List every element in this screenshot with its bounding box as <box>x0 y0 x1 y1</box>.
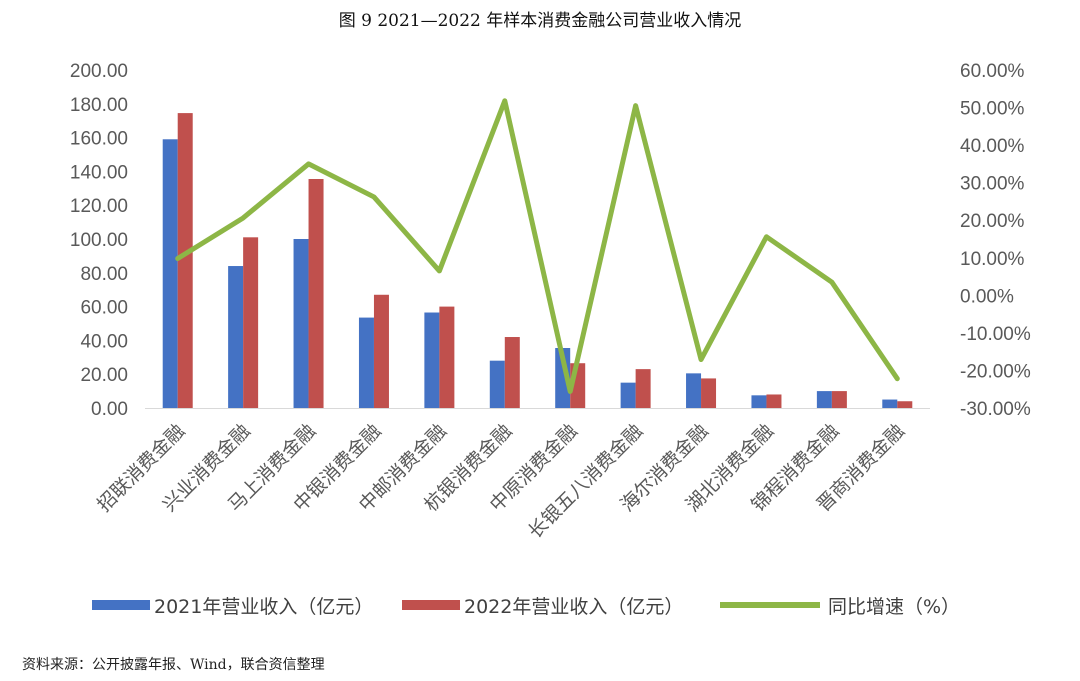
bar-2022 <box>439 306 455 408</box>
bar-2022 <box>177 113 193 408</box>
legend-swatch <box>92 600 150 610</box>
left-tick-label: 20.00 <box>80 365 128 386</box>
bar-2021 <box>620 382 636 408</box>
bar-2022 <box>766 394 782 408</box>
bar-2021 <box>162 139 178 409</box>
right-tick-label: 50.00% <box>960 99 1025 120</box>
left-tick-label: 40.00 <box>80 331 128 352</box>
figure-title: 图 9 2021—2022 年样本消费金融公司营业收入情况 <box>338 11 742 31</box>
right-tick-label: 10.00% <box>960 249 1025 270</box>
right-tick-label: -10.00% <box>960 324 1031 345</box>
bar-2021 <box>882 399 898 408</box>
bar-2022 <box>308 179 324 408</box>
growth-line-series <box>175 98 900 394</box>
bar-2021 <box>686 373 702 408</box>
bar-2021 <box>489 360 505 408</box>
right-tick-label: 30.00% <box>960 174 1025 195</box>
bar-2022 <box>897 401 913 408</box>
right-tick-label: -30.00% <box>960 399 1031 420</box>
bar-2021 <box>555 348 571 408</box>
bar-2021 <box>358 317 374 408</box>
right-tick-label: 0.00% <box>960 286 1014 307</box>
left-tick-label: 120.00 <box>70 196 128 217</box>
source-note: 资料来源：公开披露年报、Wind，联合资信整理 <box>22 657 325 673</box>
bar-2022 <box>831 391 847 408</box>
legend-swatch <box>402 600 460 610</box>
legend-label: 2021年营业收入（亿元） <box>154 596 373 618</box>
bar-2021 <box>293 239 309 408</box>
left-tick-label: 0.00 <box>91 399 128 420</box>
left-tick-label: 80.00 <box>80 264 128 285</box>
bar-2022 <box>504 337 520 408</box>
bar-2021 <box>228 266 244 408</box>
right-tick-label: -20.00% <box>960 361 1031 382</box>
bar-2022 <box>243 237 259 408</box>
x-axis: 招联消费金融兴业消费金融马上消费金融中银消费金融中邮消费金融杭银消费金融中原消费… <box>93 408 930 543</box>
left-axis: 0.00 20.00 40.00 60.00 80.00 100.00 120.00 140.… <box>70 61 128 420</box>
bar-series <box>162 113 913 409</box>
left-tick-label: 60.00 <box>80 298 128 319</box>
legend-label: 同比增速（%） <box>828 596 960 618</box>
left-tick-label: 140.00 <box>70 162 128 183</box>
bar-2021 <box>424 312 440 408</box>
right-tick-label: 60.00% <box>960 61 1025 82</box>
bar-2022 <box>373 294 389 408</box>
left-tick-label: 100.00 <box>70 230 128 251</box>
right-tick-label: 20.00% <box>960 211 1025 232</box>
bar-2021 <box>816 391 832 408</box>
bar-2022 <box>701 378 717 408</box>
growth-line <box>175 98 900 394</box>
left-tick-label: 180.00 <box>70 95 128 116</box>
left-tick-label: 200.00 <box>70 61 128 82</box>
category-label: 长银五八消费金融 <box>524 420 647 543</box>
legend: 2021年营业收入（亿元） 2022年营业收入（亿元） 同比增速（%） <box>92 596 960 618</box>
bar-2022 <box>635 369 651 408</box>
right-tick-label: 40.00% <box>960 136 1025 157</box>
right-axis: -30.00% -20.00% -10.00% 0.00% 10.00% 20.00% 30… <box>960 61 1031 420</box>
bar-2021 <box>751 395 767 408</box>
left-tick-label: 160.00 <box>70 129 128 150</box>
legend-label: 2022年营业收入（亿元） <box>464 596 683 618</box>
